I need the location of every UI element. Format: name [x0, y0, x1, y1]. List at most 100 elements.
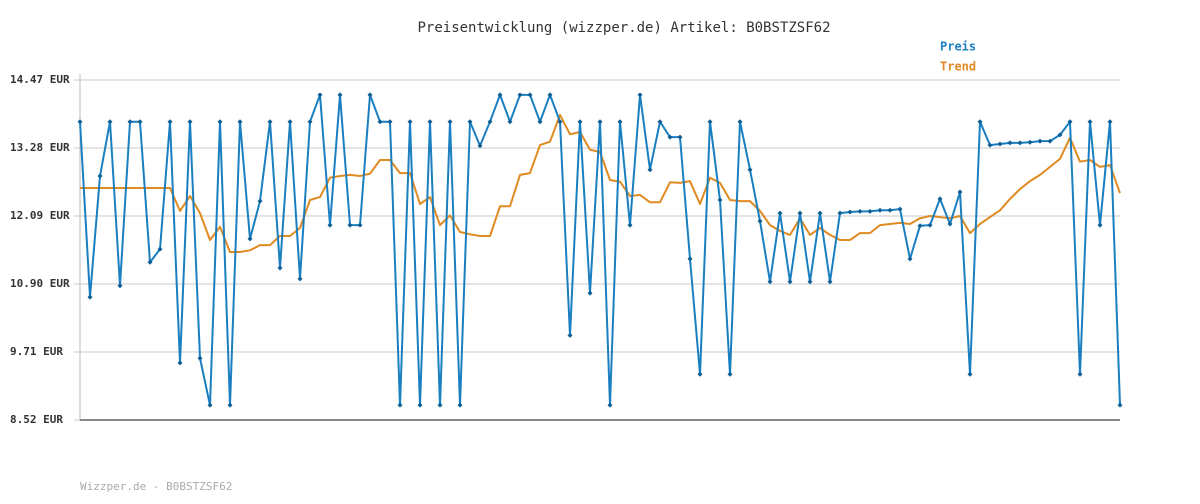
point-marker [567, 332, 573, 338]
point-marker [97, 173, 103, 179]
point-marker [997, 141, 1003, 147]
point-marker [267, 119, 273, 125]
point-marker [767, 279, 773, 285]
point-marker [107, 119, 113, 125]
point-marker [797, 210, 803, 216]
point-marker [257, 198, 263, 204]
point-marker [947, 221, 953, 227]
point-marker [457, 402, 463, 408]
point-marker [747, 167, 753, 173]
point-marker [137, 119, 143, 125]
point-marker [157, 246, 163, 252]
point-marker [1107, 119, 1113, 125]
point-marker [927, 222, 933, 228]
point-marker [1037, 138, 1043, 144]
point-marker [147, 259, 153, 265]
point-marker [907, 256, 913, 262]
point-marker [127, 119, 133, 125]
point-marker [347, 222, 353, 228]
point-marker [647, 167, 653, 173]
point-marker [787, 279, 793, 285]
point-marker [177, 360, 183, 366]
point-marker [827, 279, 833, 285]
point-marker [857, 208, 863, 214]
point-marker [117, 283, 123, 289]
point-marker [307, 119, 313, 125]
point-marker [517, 92, 523, 98]
series-line [79, 93, 1121, 407]
point-marker [357, 222, 363, 228]
point-marker [617, 119, 623, 125]
point-marker [197, 355, 203, 361]
point-marker [937, 196, 943, 202]
point-marker [287, 119, 293, 125]
y-tick-label: 8.52 EUR [10, 413, 63, 426]
point-marker [897, 206, 903, 212]
point-marker [1087, 119, 1093, 125]
point-marker [1047, 138, 1053, 144]
y-tick-label: 12.09 EUR [10, 209, 70, 222]
point-marker [1117, 402, 1123, 408]
point-marker [867, 208, 873, 214]
point-marker [667, 134, 673, 140]
legend-label: Preis [940, 40, 976, 54]
y-tick-label: 14.47 EUR [10, 73, 70, 86]
point-marker [487, 119, 493, 125]
point-marker [637, 92, 643, 98]
point-marker [837, 210, 843, 216]
y-tick-label: 10.90 EUR [10, 277, 70, 290]
point-marker [597, 119, 603, 125]
y-tick-label: 9.71 EUR [10, 345, 63, 358]
point-marker [627, 222, 633, 228]
point-marker [497, 92, 503, 98]
y-tick-label: 13.28 EUR [10, 141, 70, 154]
point-marker [537, 119, 543, 125]
point-marker [337, 92, 343, 98]
point-marker [677, 134, 683, 140]
point-marker [877, 207, 883, 213]
point-marker [847, 209, 853, 215]
point-marker [967, 371, 973, 377]
point-marker [427, 119, 433, 125]
point-marker [247, 236, 253, 242]
point-marker [957, 189, 963, 195]
point-marker [407, 119, 413, 125]
footer: Wizzper.de - B0BSTZSF62 [80, 480, 232, 493]
point-marker [167, 119, 173, 125]
point-marker [87, 294, 93, 300]
point-marker [547, 92, 553, 98]
point-marker [77, 119, 83, 125]
legend-label: Trend [940, 60, 976, 74]
point-marker [327, 222, 333, 228]
point-marker [697, 371, 703, 377]
point-marker [237, 119, 243, 125]
point-marker [1017, 140, 1023, 146]
point-marker [557, 119, 563, 125]
point-marker [717, 197, 723, 203]
point-marker [1097, 222, 1103, 228]
point-marker [807, 279, 813, 285]
point-marker [887, 207, 893, 213]
point-marker [577, 119, 583, 125]
point-marker [737, 119, 743, 125]
point-marker [317, 92, 323, 98]
point-marker [587, 290, 593, 296]
point-marker [207, 402, 213, 408]
point-marker [447, 119, 453, 125]
point-marker [707, 119, 713, 125]
point-marker [817, 210, 823, 216]
point-marker [757, 218, 763, 224]
point-marker [387, 119, 393, 125]
point-marker [217, 119, 223, 125]
point-marker [1067, 119, 1073, 125]
point-marker [777, 210, 783, 216]
point-marker [687, 256, 693, 262]
point-marker [227, 402, 233, 408]
point-marker [1027, 139, 1033, 145]
point-marker [277, 265, 283, 271]
point-marker [377, 119, 383, 125]
point-marker [1057, 132, 1063, 138]
point-marker [527, 92, 533, 98]
point-marker [417, 402, 423, 408]
